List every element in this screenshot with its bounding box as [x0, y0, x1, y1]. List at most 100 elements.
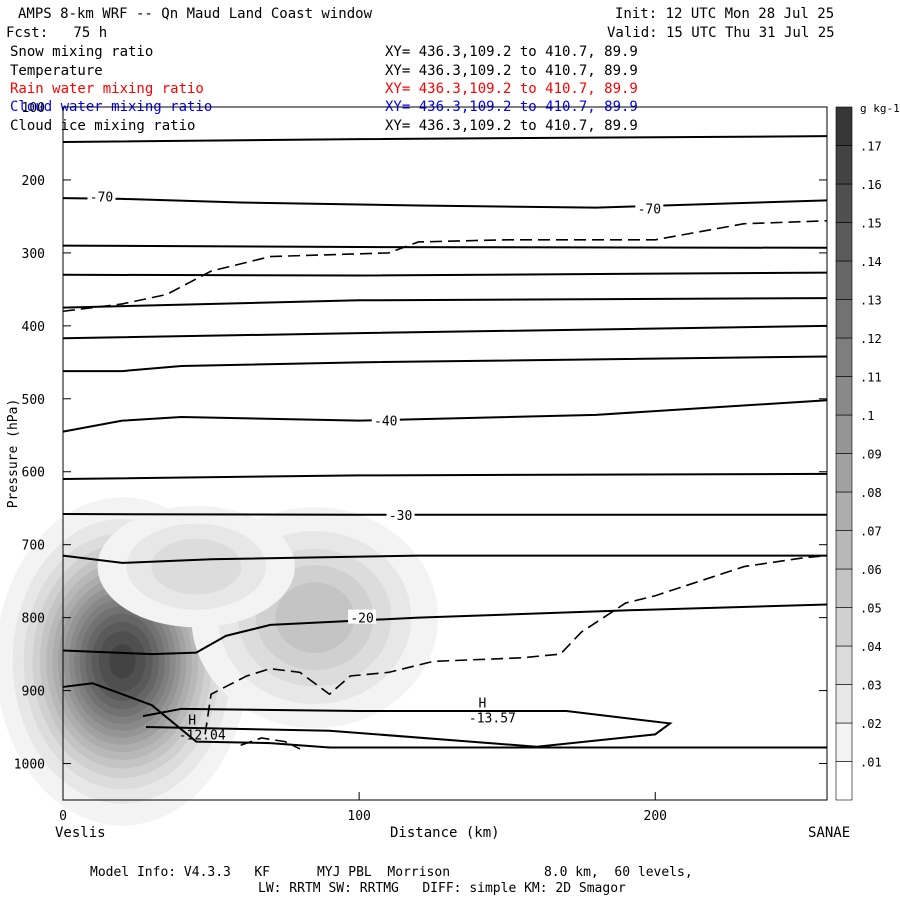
model-info-line2: LW: RRTM SW: RRTMG DIFF: simple KM: 2D S… — [258, 881, 626, 896]
shaded-contour — [275, 582, 355, 653]
colorbar-label: .16 — [860, 178, 882, 192]
model-info-line1: Model Info: V4.3.3 KF MYJ PBL Morrison 8… — [90, 865, 693, 880]
colorbar-label: .17 — [860, 140, 882, 154]
colorbar-segment — [835, 761, 853, 801]
temperature-contour — [62, 603, 828, 656]
temperature-contour — [62, 135, 828, 144]
colorbar-segment — [835, 491, 853, 531]
contour-label-background — [87, 188, 116, 203]
temperature-contour — [62, 324, 828, 340]
y-tick-label: 700 — [22, 539, 45, 554]
colorbar-segment — [835, 260, 853, 300]
contour-label: -40 — [374, 415, 397, 430]
field-name: Cloud ice mixing ratio — [10, 118, 196, 134]
shaded-contour — [151, 538, 242, 595]
colorbar-segment — [835, 145, 853, 185]
contour-label-background — [371, 412, 400, 427]
x-right-endpoint: SANAE — [808, 825, 851, 841]
colorbar-label: .01 — [860, 756, 882, 770]
y-tick-label: 800 — [22, 612, 45, 627]
colorbar-segment — [835, 299, 853, 339]
colorbar-segment — [835, 607, 853, 647]
colorbar-segment — [835, 376, 853, 416]
x-axis-label: Distance (km) — [390, 825, 500, 841]
high-symbol: H — [188, 713, 196, 728]
colorbar-label: .07 — [860, 525, 882, 539]
field-name: Rain water mixing ratio — [10, 81, 204, 97]
temperature-contour — [62, 554, 827, 564]
chart-title: AMPS 8-km WRF -- Qn Maud Land Coast wind… — [18, 6, 373, 22]
temperature-contour — [62, 682, 827, 749]
dashed-contour — [240, 737, 301, 750]
temperature-contour — [62, 472, 828, 481]
contour-label: -70 — [638, 202, 661, 217]
forecast-hour: Fcst: 75 h — [6, 25, 108, 41]
colorbar-label: .11 — [860, 371, 882, 385]
colorbar-segment — [835, 568, 853, 608]
field-name: Snow mixing ratio — [10, 44, 154, 60]
y-tick-label: 100 — [22, 101, 45, 116]
y-tick-label: 200 — [22, 174, 45, 189]
contour-label: -20 — [350, 612, 373, 627]
colorbar-segment — [835, 645, 853, 685]
colorbar-segment — [835, 530, 853, 570]
colorbar-segment — [835, 722, 853, 762]
y-tick-label: 1000 — [14, 758, 45, 773]
contour-label-background — [635, 200, 664, 215]
dashed-contour — [62, 219, 828, 313]
x-left-endpoint: Veslis — [55, 825, 106, 841]
colorbar-label: .12 — [860, 332, 882, 346]
colorbar-segment — [835, 453, 853, 493]
field-xy: XY= 436.3,109.2 to 410.7, 89.9 — [385, 118, 638, 134]
colorbar-segment — [835, 106, 853, 146]
y-tick-label: 500 — [22, 393, 45, 408]
contour-label-background — [386, 506, 415, 521]
high-symbol: H — [478, 697, 486, 712]
contour-label: -30 — [389, 509, 412, 524]
colorbar-label: .04 — [860, 640, 882, 654]
colorbar-label: .03 — [860, 679, 882, 693]
colorbar-label: .02 — [860, 717, 882, 731]
temperature-contour — [62, 271, 828, 277]
y-tick-label: 600 — [22, 466, 45, 481]
field-xy: XY= 436.3,109.2 to 410.7, 89.9 — [385, 63, 638, 79]
x-tick-label: 0 — [59, 809, 67, 824]
field-name: Temperature — [10, 63, 103, 79]
colorbar-label: .09 — [860, 448, 882, 462]
high-value: -13.57 — [469, 712, 516, 727]
colorbar-segment — [835, 222, 853, 262]
y-tick-label: 300 — [22, 247, 45, 262]
temperature-contour — [62, 197, 828, 209]
temperature-contour — [62, 244, 828, 249]
colorbar-label: .13 — [860, 294, 882, 308]
y-tick-label: 400 — [22, 320, 45, 335]
high-value: -12.04 — [179, 728, 226, 743]
colorbar-segment — [835, 684, 853, 724]
colorbar-segment — [835, 183, 853, 223]
colorbar-segment — [835, 414, 853, 454]
colorbar-label: .05 — [860, 602, 882, 616]
field-xy: XY= 436.3,109.2 to 410.7, 89.9 — [385, 44, 638, 60]
contour-label-background — [348, 609, 377, 624]
y-axis-label: Pressure (hPa) — [6, 399, 21, 509]
colorbar-segment — [835, 337, 853, 377]
y-tick-label: 900 — [22, 685, 45, 700]
x-tick-label: 200 — [644, 809, 667, 824]
field-xy: XY= 436.3,109.2 to 410.7, 89.9 — [385, 81, 638, 97]
contour-label: -70 — [90, 191, 113, 206]
colorbar-label: .1 — [860, 409, 874, 423]
colorbar-unit: g kg-1 — [860, 102, 900, 115]
x-tick-label: 100 — [347, 809, 370, 824]
plot-frame — [62, 106, 828, 801]
temperature-contour — [63, 355, 828, 373]
init-time: Init: 12 UTC Mon 28 Jul 25 — [615, 6, 835, 22]
temperature-contour — [62, 513, 827, 516]
temperature-contour — [62, 297, 828, 309]
colorbar-label: .06 — [860, 563, 882, 577]
colorbar-label: .08 — [860, 486, 882, 500]
temperature-contour — [142, 707, 673, 748]
valid-time: Valid: 15 UTC Thu 31 Jul 25 — [607, 25, 835, 41]
temperature-contour — [62, 399, 828, 433]
dashed-contour — [204, 554, 828, 735]
